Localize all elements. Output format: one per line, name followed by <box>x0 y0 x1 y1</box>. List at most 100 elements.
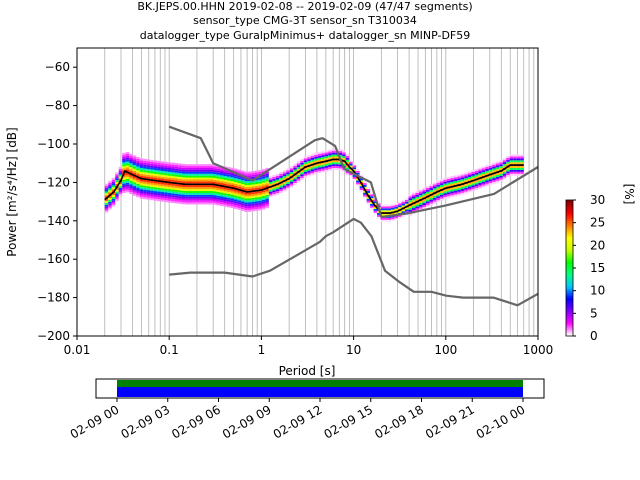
heatmap-cell <box>373 201 378 204</box>
heatmap-cell <box>132 180 137 183</box>
heatmap-cell <box>247 173 252 176</box>
heatmap-cell <box>157 185 161 188</box>
heatmap-cell <box>261 184 266 187</box>
heatmap-cell <box>520 171 524 174</box>
colorbar-segment <box>566 238 573 242</box>
heatmap-cell <box>282 172 287 175</box>
heatmap-cell <box>195 191 200 193</box>
heatmap-cell <box>192 191 196 193</box>
heatmap-cell <box>495 161 500 164</box>
heatmap-cell <box>460 179 465 182</box>
heatmap-cell <box>244 202 248 205</box>
heatmap-cell <box>174 168 179 171</box>
heatmap-cell <box>481 181 486 184</box>
heatmap-cell <box>268 189 273 192</box>
heatmap-cell <box>167 162 172 165</box>
heatmap-cell <box>160 193 165 196</box>
heatmap-cell <box>303 169 308 172</box>
heatmap-cell <box>356 180 360 183</box>
heatmap-cell <box>160 178 165 181</box>
heatmap-cell <box>212 172 217 175</box>
heatmap-cell <box>132 193 137 196</box>
heatmap-cell <box>450 191 454 194</box>
heatmap-cell <box>244 204 248 207</box>
heatmap-cell <box>384 204 388 207</box>
heatmap-cell <box>244 179 248 182</box>
heatmap-cell <box>398 211 402 213</box>
heatmap-cell <box>422 195 426 198</box>
heatmap-cell <box>338 168 343 171</box>
colorbar-segment <box>566 220 573 224</box>
heatmap-cell <box>492 181 496 184</box>
heatmap-cell <box>202 192 207 195</box>
heatmap-cell <box>206 189 210 192</box>
heatmap-cell <box>237 198 241 201</box>
heatmap-cell <box>146 176 151 179</box>
heatmap-cell <box>387 204 392 207</box>
heatmap-cell <box>143 185 147 188</box>
colorbar-segment <box>566 265 573 269</box>
title-line-3: datalogger_type GuralpMinimus+ datalogge… <box>140 29 471 42</box>
heatmap-cell <box>171 164 175 167</box>
heatmap-cell <box>206 194 210 197</box>
heatmap-cell <box>310 159 315 162</box>
heatmap-cell <box>209 202 213 205</box>
heatmap-cell <box>516 169 521 172</box>
heatmap-cell <box>268 178 273 181</box>
heatmap-cell <box>136 170 140 173</box>
heatmap-cell <box>335 166 339 168</box>
heatmap-cell <box>296 178 301 181</box>
heatmap-cell <box>356 170 360 173</box>
heatmap-cell <box>104 187 109 190</box>
heatmap-cell <box>499 179 503 182</box>
heatmap-cell <box>178 199 182 202</box>
heatmap-cell <box>286 176 290 179</box>
heatmap-cell <box>425 191 430 194</box>
heatmap-cell <box>429 201 433 204</box>
heatmap-cell <box>310 157 315 160</box>
heatmap-cell <box>192 179 196 182</box>
heatmap-cells <box>104 148 524 222</box>
heatmap-cell <box>446 182 451 185</box>
heatmap-cell <box>195 166 200 168</box>
heatmap-cell <box>432 186 437 189</box>
heatmap-cell <box>471 175 475 178</box>
heatmap-cell <box>226 188 231 191</box>
heatmap-cell <box>122 164 126 167</box>
heatmap-cell <box>171 179 175 182</box>
heatmap-cell <box>132 172 137 175</box>
heatmap-cell <box>188 179 193 182</box>
heatmap-cell <box>146 186 151 189</box>
heatmap-cell <box>122 168 126 171</box>
x-axis-label: Period [s] <box>279 364 336 378</box>
heatmap-cell <box>206 202 210 205</box>
heatmap-cell <box>122 152 126 155</box>
heatmap-cell <box>520 162 524 165</box>
heatmap-cell <box>317 169 322 172</box>
heatmap-cell <box>261 169 266 172</box>
heatmap-cell <box>345 171 350 174</box>
heatmap-cell <box>422 187 426 190</box>
heatmap-cell <box>171 189 175 192</box>
heatmap-cell <box>317 171 322 174</box>
heatmap-cell <box>132 161 137 164</box>
heatmap-cell <box>265 181 269 184</box>
heatmap-cell <box>310 161 315 164</box>
heatmap-cell <box>296 172 301 175</box>
heatmap-cell <box>254 178 259 181</box>
heatmap-cell <box>506 171 510 174</box>
heatmap-cell <box>415 198 419 201</box>
heatmap-cell <box>125 180 130 183</box>
heatmap-cell <box>495 163 500 166</box>
heatmap-cell <box>446 178 451 181</box>
heatmap-cell <box>195 164 200 167</box>
heatmap-cell <box>265 173 269 176</box>
heatmap-cell <box>108 182 112 185</box>
heatmap-cell <box>464 191 468 194</box>
heatmap-cell <box>164 169 168 172</box>
heatmap-cell <box>460 187 465 189</box>
heatmap-cell <box>219 183 224 185</box>
heatmap-cell <box>153 168 158 170</box>
heatmap-cell <box>171 195 175 198</box>
